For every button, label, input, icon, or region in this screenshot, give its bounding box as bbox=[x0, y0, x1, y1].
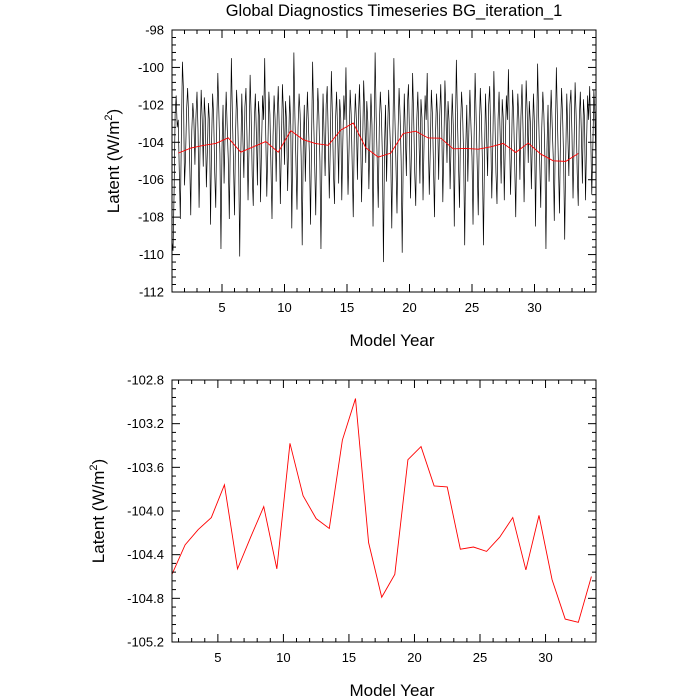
top-panel-x-tick-label: 20 bbox=[402, 300, 416, 315]
bottom-panel-y-tick-label: -102.8 bbox=[127, 373, 164, 388]
bottom-panel-series-annual bbox=[172, 398, 592, 623]
bottom-panel-plot-frame bbox=[171, 379, 597, 643]
top-panel-x-tick-label: 25 bbox=[465, 300, 479, 315]
top-panel-y-tick-label: -108 bbox=[138, 210, 164, 225]
top-panel-y-tick-label: -98 bbox=[145, 23, 164, 38]
top-panel-y-axis-title: Latent (W/m2) bbox=[103, 109, 123, 213]
bottom-panel-y-axis-title-main: Latent (W/m bbox=[89, 471, 108, 564]
bottom-panel-x-tick-label: 15 bbox=[342, 650, 356, 665]
top-panel-y-axis-title-main: Latent (W/m bbox=[104, 121, 123, 214]
bottom-panel-y-axis-title-end: ) bbox=[89, 459, 108, 465]
top-panel-series-monthly bbox=[172, 52, 596, 263]
top-panel-y-axis-title-sup: 2 bbox=[103, 114, 115, 120]
top-panel-y-tick-label: -112 bbox=[139, 285, 164, 300]
top-panel-x-tick-label: 10 bbox=[277, 300, 291, 315]
bottom-panel-x-axis-title: Model Year bbox=[349, 681, 434, 700]
bottom-panel-y-tick-label: -104.0 bbox=[127, 504, 164, 519]
top-panel-x-tick-label: 5 bbox=[218, 300, 225, 315]
bottom-panel-y-axis-title: Latent (W/m2) bbox=[88, 459, 108, 563]
top-panel: 5 10 15 20 25 30 -112 -110 -108 -106 -104 -102 -100 -… bbox=[103, 23, 597, 350]
bottom-panel-y-tick-label: -104.8 bbox=[127, 591, 164, 606]
bottom-panel-y-tick-label: -103.2 bbox=[127, 416, 164, 431]
chart-title: Global Diagnostics Timeseries BG_iterati… bbox=[226, 2, 563, 20]
top-panel-y-tick-label: -104 bbox=[138, 135, 164, 150]
top-panel-x-axis-title: Model Year bbox=[349, 331, 434, 350]
top-panel-series-annual bbox=[178, 122, 579, 162]
top-panel-y-tick-label: -106 bbox=[138, 172, 164, 187]
top-panel-y-axis-title-end: ) bbox=[104, 109, 123, 115]
top-panel-y-tick-label: -102 bbox=[138, 97, 164, 112]
bottom-panel-y-tick-label: -104.4 bbox=[127, 547, 164, 562]
bottom-panel: 5 10 15 20 25 30 -105.2 -104.8 -104.4 -104.0 -103.… bbox=[88, 373, 597, 700]
bottom-panel-x-tick-label: 10 bbox=[276, 650, 290, 665]
top-panel-plot-frame bbox=[171, 29, 597, 293]
bottom-panel-x-tick-label: 5 bbox=[214, 650, 221, 665]
bottom-panel-x-tick-label: 20 bbox=[407, 650, 421, 665]
top-panel-y-tick-label: -110 bbox=[139, 247, 164, 262]
bottom-panel-y-tick-label: -105.2 bbox=[127, 635, 164, 650]
bottom-panel-y-axis-title-sup: 2 bbox=[88, 464, 100, 470]
bottom-panel-y-tick-label: -103.6 bbox=[127, 460, 164, 475]
top-panel-x-tick-label: 15 bbox=[340, 300, 354, 315]
bottom-panel-x-tick-label: 25 bbox=[473, 650, 487, 665]
top-panel-y-tick-label: -100 bbox=[138, 60, 164, 75]
top-panel-x-tick-label: 30 bbox=[527, 300, 541, 315]
bottom-panel-x-tick-label: 30 bbox=[538, 650, 552, 665]
